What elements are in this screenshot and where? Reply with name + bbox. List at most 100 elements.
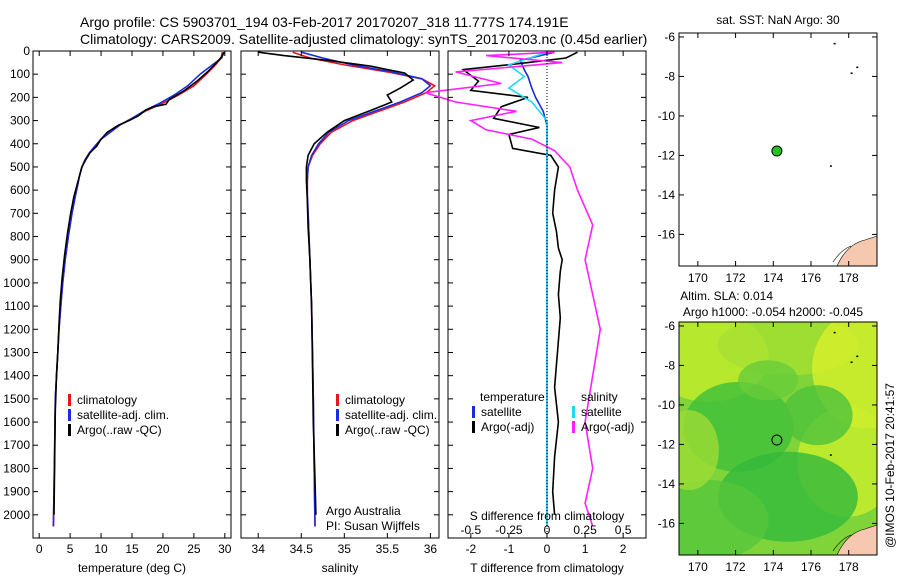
series-line-argo-raw-qc- [53,51,225,515]
difference-panel: -2 -1 0 1 2 T difference from climatology -0.5… [424,50,647,575]
x-tick-label: 178 [839,560,859,574]
x-tick-label: 34 [252,542,266,556]
sla-map-title: Altim. SLA: 0.014 [680,289,773,303]
x-tick-label: 5 [67,542,74,556]
legend-label: Argo(..raw -QC) [77,423,162,437]
x-tick-label: 174 [763,271,783,285]
x-tick-label: 170 [688,271,708,285]
y-tick-label: 700 [10,206,30,220]
y-tick-label: 1600 [3,415,30,429]
y-tick-label: 1400 [3,369,30,383]
salinity-axis-label: S difference from climatology [470,509,625,523]
y-tick-label: 1000 [3,276,30,290]
x-tick-label: 34.5 [290,542,314,556]
salinity-panel: 34 34.5 35 35.5 36 salinity climatologysatelli… [240,50,440,575]
series-line-s-argo-adj- [424,51,602,527]
argo-pi: PI: Susan Wijffels [326,519,420,533]
legend-swatch [336,409,339,421]
x-tick-label: 176 [801,560,821,574]
y-tick-label: 500 [10,160,30,174]
y-tick-label: -16 [658,227,676,241]
legend-label: climatology [77,393,137,407]
argo-institution: Argo Australia [326,504,401,518]
legend-swatch [472,406,475,418]
legend-swatch [336,424,339,436]
y-tick-label: -14 [658,188,676,202]
argo-position-marker [771,145,783,157]
island-marker [833,42,836,45]
heatmap-field [679,322,877,555]
y-tick-label: 400 [10,137,30,151]
series-line-t-argo-adj- [461,51,578,515]
island-marker [856,355,859,358]
y-tick-label: 1300 [3,345,30,359]
sla-map-panel: 170 172 174 176 178 -6 -8 -10 -12 -14 -16 Altim. SL… [658,289,878,574]
coastline [832,534,852,552]
x-tick-label: 35 [338,542,352,556]
y-tick-label: -10 [658,398,676,412]
legend-swatch [68,424,71,436]
temperature-panel: 0 5 10 15 20 25 300100200300400500600700800900… [3,44,232,575]
y-tick-label: 2000 [3,508,30,522]
y-tick-label: 1900 [3,485,30,499]
x-tick-label: 176 [801,271,821,285]
island-marker [829,165,832,167]
land-shape [836,524,878,556]
legend-title-salinity: salinity [581,390,618,404]
island-marker [833,331,836,334]
imos-watermark: @IMOS 10-Feb-2017 20:41:57 [883,383,897,548]
header-line1: Argo profile: CS 5903701_194 03-Feb-2017… [80,14,569,30]
x-tick-label: 170 [688,560,708,574]
sla-map-subtitle: Argo h1000: -0.054 h2000: -0.045 [683,305,863,319]
sst-map-panel: 170 172 174 176 178 -6 -8 -10 -12 -14 -16 sat. SST:… [658,13,878,285]
map-frame [678,32,878,267]
series-line-s-satellite [507,51,548,527]
y-tick-label: -6 [664,30,675,44]
island-marker [850,72,853,74]
header-line2: Climatology: CARS2009. Satellite-adjuste… [80,31,647,47]
series-line-t-satellite [519,51,555,527]
y-tick-label: -12 [658,437,676,451]
x-tick-label: -2 [466,542,477,556]
series-line-climatology [52,52,224,527]
x-tick-label: 1 [582,542,589,556]
y-tick-label: -12 [658,148,676,162]
land-shape [836,235,878,267]
y-tick-label: 1100 [4,299,30,313]
y-tick-label: 1800 [3,461,30,475]
x-tick-label: 0 [36,542,43,556]
x-tick-label: 178 [839,271,859,285]
legend-label: satellite-adj. clim. [345,408,437,422]
y-tick-label: 0 [23,44,30,58]
series-line-satellite-adj-clim- [52,51,225,527]
salinity-tick-label: 0.5 [615,523,632,537]
legend-swatch [572,421,575,433]
x-tick-label: -1 [504,542,515,556]
legend-swatch [68,409,71,421]
x-tick-label: 2 [620,542,627,556]
y-tick-label: -16 [658,516,676,530]
x-tick-label: 174 [763,560,783,574]
salinity-tick-label: -0.25 [495,523,523,537]
legend-swatch [472,421,475,433]
legend-label: Argo(..raw -QC) [345,423,430,437]
map-frame [678,321,878,556]
heatmap-blob [782,385,853,446]
heatmap-blob [679,410,719,491]
plot-frame [32,50,232,539]
x-tick-label: 15 [125,542,139,556]
y-tick-label: 800 [10,230,30,244]
legend-label: Argo(-adj) [581,420,634,434]
legend-label: Argo(-adj) [481,420,534,434]
legend-swatch [572,406,575,418]
x-tick-label: 172 [726,560,746,574]
legend-swatch [336,394,339,406]
x-tick-label: 30 [218,542,232,556]
legend-label: satellite [481,405,522,419]
legend-label: satellite-adj. clim. [77,408,169,422]
y-tick-label: -6 [664,319,675,333]
argo-position-marker [771,434,783,446]
y-tick-label: 900 [10,253,30,267]
y-tick-label: 600 [10,183,30,197]
